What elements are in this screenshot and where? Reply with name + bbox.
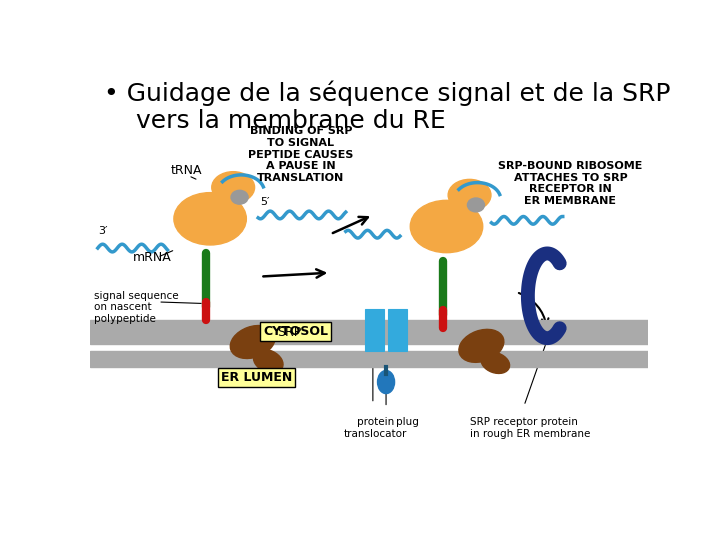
Ellipse shape (459, 329, 504, 362)
Ellipse shape (230, 326, 275, 359)
Ellipse shape (174, 193, 246, 245)
Text: SRP-BOUND RIBOSOME
ATTACHES TO SRP
RECEPTOR IN
ER MEMBRANE: SRP-BOUND RIBOSOME ATTACHES TO SRP RECEP… (498, 161, 643, 206)
Text: 3′: 3′ (98, 226, 107, 236)
Text: SRP receptor protein
in rough ER membrane: SRP receptor protein in rough ER membran… (469, 417, 590, 439)
Ellipse shape (481, 352, 510, 374)
Text: 5′: 5′ (261, 197, 270, 207)
Text: plug: plug (395, 417, 418, 428)
Text: SRP: SRP (277, 326, 302, 339)
Bar (365, 309, 384, 351)
Bar (90, 320, 648, 343)
Text: protein
translocator: protein translocator (343, 417, 407, 439)
Ellipse shape (253, 349, 283, 373)
Text: ER LUMEN: ER LUMEN (221, 372, 292, 384)
Ellipse shape (410, 200, 482, 253)
Ellipse shape (467, 198, 485, 212)
Ellipse shape (212, 172, 255, 203)
Ellipse shape (231, 190, 248, 204)
Text: signal sequence
on nascent
polypeptide: signal sequence on nascent polypeptide (94, 291, 179, 324)
Text: mRNA: mRNA (132, 251, 171, 264)
Text: CYTOSOL: CYTOSOL (263, 325, 328, 338)
Text: • Guidage de la séquence signal et de la SRP
    vers la membrane du RE: • Guidage de la séquence signal et de la… (104, 80, 670, 133)
Text: BINDING OF SRP
TO SIGNAL
PEPTIDE CAUSES
A PAUSE IN
TRANSLATION: BINDING OF SRP TO SIGNAL PEPTIDE CAUSES … (248, 126, 354, 183)
Ellipse shape (448, 179, 491, 211)
Bar (388, 309, 407, 351)
Bar (90, 351, 648, 367)
Text: tRNA: tRNA (171, 164, 202, 177)
Ellipse shape (377, 370, 395, 394)
